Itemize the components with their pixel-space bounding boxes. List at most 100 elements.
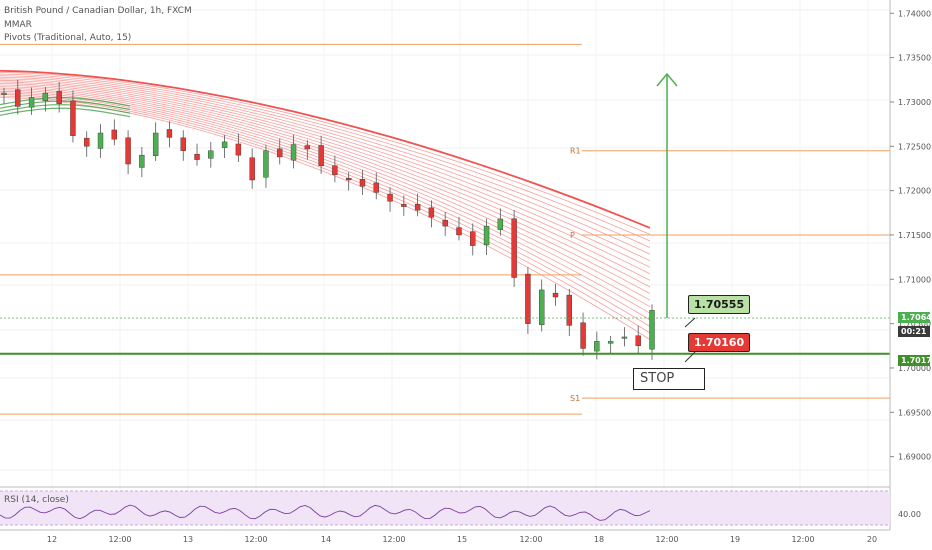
ribbon-ma-line bbox=[0, 76, 651, 255]
candle-body bbox=[566, 294, 572, 326]
candle-body bbox=[414, 204, 421, 211]
time-tick-label: 18 bbox=[594, 535, 604, 544]
pivot-label-s1: S1 bbox=[570, 394, 580, 403]
ribbon-ma-line bbox=[0, 72, 651, 235]
time-tick-label: 12 bbox=[47, 535, 57, 544]
rsi-line bbox=[0, 504, 651, 521]
current-price-tag: 1.70647 bbox=[898, 312, 932, 323]
candles bbox=[1, 79, 655, 360]
candle-body bbox=[483, 225, 490, 246]
candle-body bbox=[277, 148, 283, 158]
stop-label[interactable]: STOP bbox=[633, 368, 705, 390]
ribbon-green-line bbox=[0, 96, 131, 107]
legend-pivots: Pivots (Traditional, Auto, 15) bbox=[4, 33, 132, 43]
price-tick-label: 1.70000 bbox=[898, 364, 931, 373]
candle-body bbox=[28, 97, 35, 108]
ribbon-ma-line bbox=[0, 95, 651, 334]
time-tick-label: 13 bbox=[183, 535, 193, 544]
candle-body bbox=[497, 218, 504, 230]
candle-body bbox=[332, 165, 338, 175]
time-tick-label: 12:00 bbox=[108, 535, 131, 544]
rsi-pane: 40.00 bbox=[0, 486, 921, 526]
legend-symbol: British Pound / Canadian Dollar, 1h, FXC… bbox=[4, 6, 192, 16]
time-tick-label: 14 bbox=[321, 535, 331, 544]
ribbon-ma-line bbox=[0, 84, 651, 288]
candle-body bbox=[139, 154, 145, 168]
ribbon-ma-line bbox=[0, 79, 651, 268]
ribbon-green-line bbox=[0, 107, 131, 118]
time-tick-label: 12:00 bbox=[655, 535, 678, 544]
candle-body bbox=[635, 335, 641, 346]
ribbon-ma-line bbox=[0, 73, 651, 242]
candle-body bbox=[428, 207, 435, 218]
price-tick-label: 1.73000 bbox=[898, 98, 931, 107]
time-axis[interactable]: 12 12:00 13 12:00 14 12:00 15 12:00 18 12:00 19 12:… bbox=[0, 529, 890, 544]
candle-body bbox=[621, 336, 628, 339]
pivot-label-r1: R1 bbox=[570, 147, 581, 156]
price-tick-label: 1.72500 bbox=[898, 142, 931, 151]
legend-rsi: RSI (14, close) bbox=[4, 495, 69, 505]
candle-body bbox=[235, 143, 242, 156]
ribbon-ma-line bbox=[0, 78, 651, 262]
candle-body bbox=[152, 132, 159, 156]
support-price-tag: 1.70172 bbox=[898, 355, 932, 366]
ribbon-ma-line bbox=[0, 90, 651, 314]
candle-body bbox=[125, 137, 131, 165]
candle-body bbox=[387, 193, 393, 202]
ribbon-ma-line bbox=[0, 89, 651, 308]
price-tick-label: 1.74000 bbox=[898, 9, 931, 18]
candle-body bbox=[194, 153, 200, 160]
candle-body bbox=[359, 179, 366, 187]
pivot-lines: R1 P S1 bbox=[0, 43, 890, 415]
candle-body bbox=[401, 203, 407, 207]
time-tick-label: 12:00 bbox=[791, 535, 814, 544]
ribbon bbox=[0, 70, 651, 340]
candle-body bbox=[345, 178, 352, 181]
countdown-tag: 00:21 bbox=[898, 326, 930, 337]
ribbon-ma-line bbox=[0, 94, 651, 327]
rsi-axis-label: 40.00 bbox=[898, 510, 921, 519]
candle-body bbox=[552, 292, 559, 298]
candle-body bbox=[511, 218, 517, 278]
target-label[interactable]: 1.70555 bbox=[688, 295, 751, 314]
price-tick-label: 1.70500 bbox=[898, 320, 931, 329]
candle-body bbox=[84, 137, 90, 147]
overlays bbox=[0, 72, 890, 363]
candle-body bbox=[97, 132, 104, 149]
candle-body bbox=[42, 92, 49, 102]
ribbon-ma-line bbox=[0, 86, 651, 294]
legend-mmar: MMAR bbox=[4, 20, 32, 30]
price-tick-label: 1.69500 bbox=[898, 408, 931, 417]
price-tick-label: 1.73500 bbox=[898, 54, 931, 63]
candle-body bbox=[221, 141, 228, 148]
stop-price-label[interactable]: 1.70160 bbox=[688, 333, 751, 352]
ribbon-ma-line bbox=[0, 83, 651, 281]
time-tick-label: 12:00 bbox=[519, 535, 542, 544]
candle-body bbox=[594, 341, 600, 352]
candle-body bbox=[290, 144, 297, 161]
ribbon-ma-line bbox=[0, 70, 651, 229]
candle-body bbox=[373, 182, 379, 193]
price-axis[interactable]: 1.74000 1.73500 1.73000 1.72500 1.72000 1.715… bbox=[889, 0, 931, 530]
time-tick-label: 12:00 bbox=[382, 535, 405, 544]
ribbon-green-line bbox=[0, 104, 131, 114]
ribbon-green-line bbox=[0, 100, 131, 111]
candle-body bbox=[1, 92, 7, 95]
price-tick-label: 1.72000 bbox=[898, 187, 931, 196]
ribbon-ma-line bbox=[0, 81, 651, 275]
price-tick-label: 1.71000 bbox=[898, 275, 931, 284]
stop-leader bbox=[684, 351, 696, 363]
grid bbox=[0, 0, 890, 530]
candle-body bbox=[208, 150, 214, 159]
time-tick-label: 19 bbox=[730, 535, 740, 544]
price-tick-label: 1.69000 bbox=[898, 453, 931, 462]
time-tick-label: 20 bbox=[867, 535, 877, 544]
candle-body bbox=[539, 289, 545, 325]
candle-body bbox=[318, 145, 324, 167]
ribbon-ma-line bbox=[0, 87, 651, 301]
ribbon-ma-line bbox=[0, 97, 651, 340]
price-tick-label: 1.71500 bbox=[898, 231, 931, 240]
candle-body bbox=[56, 91, 62, 104]
candle-body bbox=[442, 220, 448, 227]
